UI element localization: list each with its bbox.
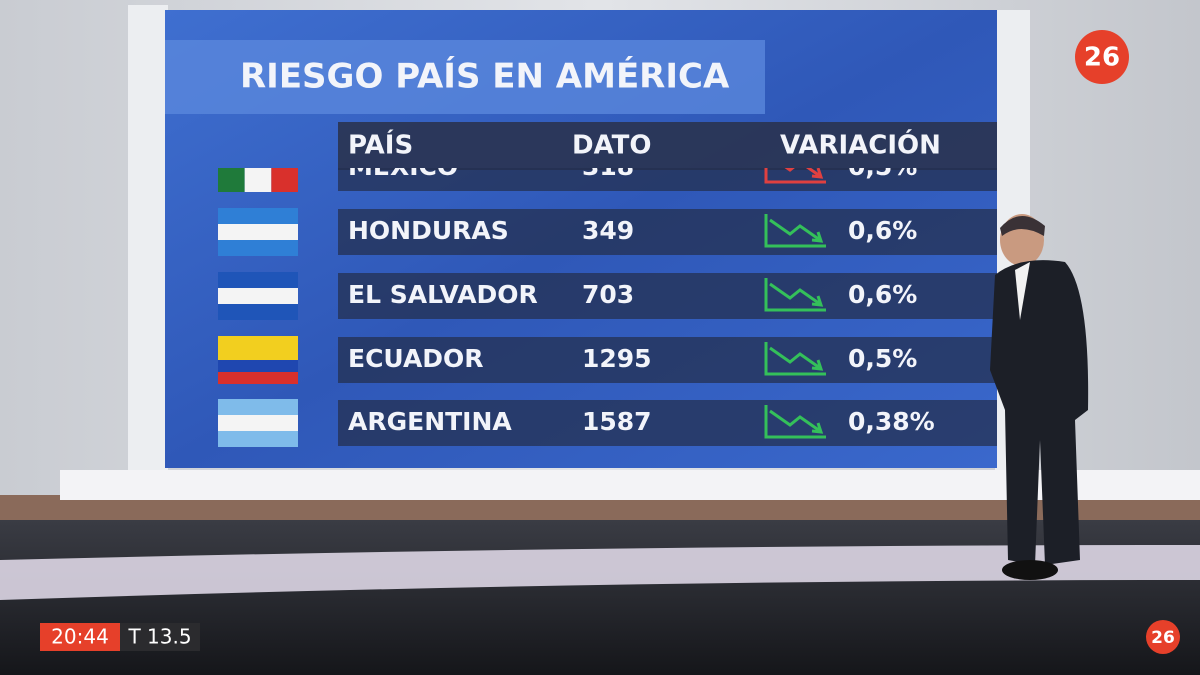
country: HONDURAS [348, 216, 509, 245]
trend-icon [764, 405, 826, 439]
value: 349 [582, 216, 634, 245]
header-bar [338, 122, 997, 170]
temperature: T 13.5 [127, 625, 191, 649]
channel-logo [1075, 30, 1129, 84]
flag-stripe [271, 168, 298, 192]
variation: 0,5% [848, 344, 917, 373]
clock-box [40, 623, 120, 651]
row-bar [338, 273, 997, 319]
flag-stripe [218, 224, 298, 240]
flag-stripe [218, 415, 298, 431]
flag-stripe [218, 372, 298, 384]
flag-stripe [218, 272, 298, 288]
value: 318 [582, 152, 634, 181]
column-header: VARIACIÓN [780, 129, 941, 161]
trend-icon [764, 168, 826, 184]
variation: 0,6% [848, 280, 917, 309]
variation: 0,38% [848, 407, 935, 436]
logo-text: 26 [1151, 628, 1175, 648]
column-header: PAÍS [348, 129, 413, 161]
country: EL SALVADOR [348, 280, 538, 309]
row-bar [338, 337, 997, 383]
logo-text: 26 [1084, 43, 1120, 73]
flag-stripe [218, 168, 245, 192]
temp-box [120, 623, 200, 651]
clock: 20:44 [51, 625, 109, 649]
flag-stripe [218, 360, 298, 372]
flag-stripe [218, 208, 298, 224]
flag-stripe [218, 288, 298, 304]
flag-stripe [218, 399, 298, 415]
flag-stripe [244, 168, 272, 192]
row-bar [338, 168, 997, 191]
flag-stripe [218, 240, 298, 256]
trend-icon [764, 278, 826, 312]
light-strip [0, 545, 1200, 600]
column-header: DATO [572, 131, 652, 161]
variation: 0,6% [848, 216, 917, 245]
title-box [165, 40, 765, 114]
variation: 0,5% [848, 152, 917, 181]
screen-frame [128, 5, 168, 475]
value: 703 [582, 280, 634, 309]
row-bar [338, 209, 997, 255]
flag-stripe [218, 304, 298, 320]
row-bar [338, 400, 997, 446]
country: ECUADOR [348, 344, 484, 373]
trend-icon [764, 214, 826, 248]
country: MÉXICO [348, 152, 458, 181]
flag-stripe [218, 431, 298, 447]
value: 1295 [582, 344, 652, 373]
presenter [990, 214, 1089, 580]
title: RIESGO PAÍS EN AMÉRICA [240, 56, 730, 97]
channel-logo-small [1146, 620, 1180, 654]
flag-stripe [218, 336, 298, 360]
trend-icon [764, 342, 826, 376]
value: 1587 [582, 407, 652, 436]
country: ARGENTINA [348, 407, 512, 436]
